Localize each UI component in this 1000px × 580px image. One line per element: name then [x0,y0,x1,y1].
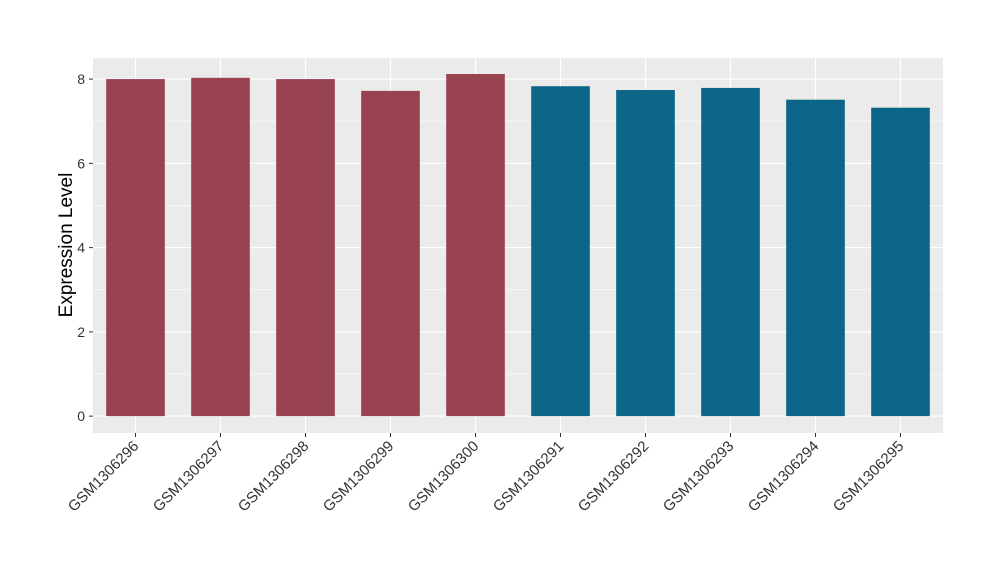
x-tick-label: GSM1306294 [745,438,822,515]
y-axis-title: Expression Level [56,173,77,318]
bar [276,79,335,417]
bar [106,79,165,417]
y-tick-label: 4 [77,240,85,256]
x-tick-label: GSM1306292 [575,438,652,515]
bar [871,107,930,417]
x-tick-label: GSM1306296 [65,438,142,515]
bar [616,90,675,417]
bar [191,77,250,417]
bar [701,87,760,417]
y-tick-label: 8 [77,71,85,87]
x-tick-label: GSM1306293 [660,438,737,515]
y-tick-label: 0 [77,408,85,424]
y-tick-label: 6 [77,155,85,171]
bar [531,86,590,417]
bar [446,74,505,417]
y-tick-label: 2 [77,324,85,340]
bar [361,90,420,417]
x-tick-label: GSM1306295 [830,438,907,515]
x-tick-label: GSM1306291 [490,438,567,515]
x-tick-label: GSM1306299 [320,438,397,515]
bar [786,99,845,417]
x-tick-label: GSM1306298 [235,438,312,515]
x-tick-label: GSM1306297 [150,438,227,515]
x-tick-label: GSM1306300 [405,438,482,515]
